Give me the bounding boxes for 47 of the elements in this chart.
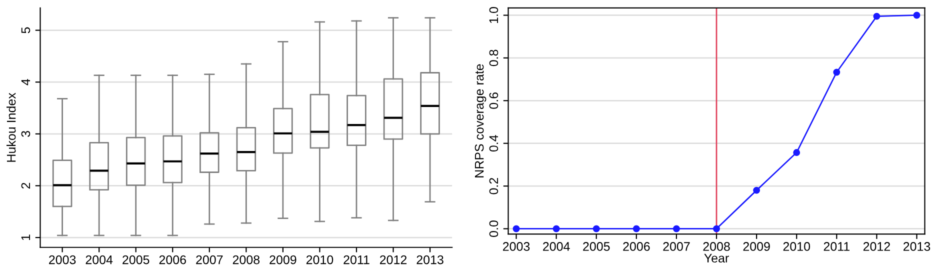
point <box>713 225 720 232</box>
y-tick-label: 0.8 <box>489 50 498 66</box>
point <box>672 225 680 232</box>
y-axis-title: NRPS coverage rate <box>474 64 486 178</box>
x-tick-label: 2010 <box>306 255 334 264</box>
y-tick-label: 0.4 <box>489 135 498 152</box>
point <box>552 225 560 232</box>
y-tick-label: 0.0 <box>489 220 498 237</box>
x-tick-label: 2008 <box>232 255 260 264</box>
y-axis-title: Hukou Index <box>6 92 16 162</box>
x-tick-label: 2003 <box>502 242 530 251</box>
x-tick-label: 2010 <box>783 242 810 251</box>
point <box>753 186 760 194</box>
x-tick-label: 2013 <box>416 255 444 264</box>
x-tick-label: 2003 <box>49 255 76 264</box>
x-tick-label: 2009 <box>743 242 770 251</box>
x-tick-label: 2013 <box>903 242 930 251</box>
y-tick-label: 1.0 <box>489 7 498 23</box>
x-tick-label: 2011 <box>344 255 370 264</box>
x-tick-label: 2004 <box>543 242 570 251</box>
x-tick-label: 2006 <box>159 255 186 264</box>
x-tick-label: 2007 <box>663 242 690 251</box>
x-tick-label: 2009 <box>270 255 296 264</box>
x-tick-label: 2005 <box>583 242 610 251</box>
x-tick-label: 2007 <box>196 255 223 264</box>
x-tick-label: 2005 <box>122 255 150 264</box>
x-tick-label: 2004 <box>86 255 113 264</box>
y-tick-label: 4 <box>21 78 30 86</box>
point <box>873 12 880 20</box>
x-tick-label: 2012 <box>863 242 890 251</box>
point <box>512 225 520 232</box>
x-tick-label: 2011 <box>824 242 850 251</box>
point <box>913 12 920 19</box>
x-tick-label: 2006 <box>623 242 650 251</box>
x-axis-title: Year <box>704 254 729 263</box>
x-tick-label: 2008 <box>703 242 730 251</box>
y-tick-label: 2 <box>21 182 30 189</box>
point <box>592 225 600 232</box>
y-tick-label: 0.2 <box>489 178 498 194</box>
x-tick-label: 2012 <box>380 255 407 264</box>
point <box>833 68 840 76</box>
y-tick-label: 1 <box>21 234 30 240</box>
y-tick-label: 0.6 <box>489 92 498 109</box>
point <box>632 225 640 232</box>
y-tick-label: 5 <box>21 27 30 34</box>
y-tick-label: 3 <box>21 130 30 137</box>
point <box>793 149 800 156</box>
